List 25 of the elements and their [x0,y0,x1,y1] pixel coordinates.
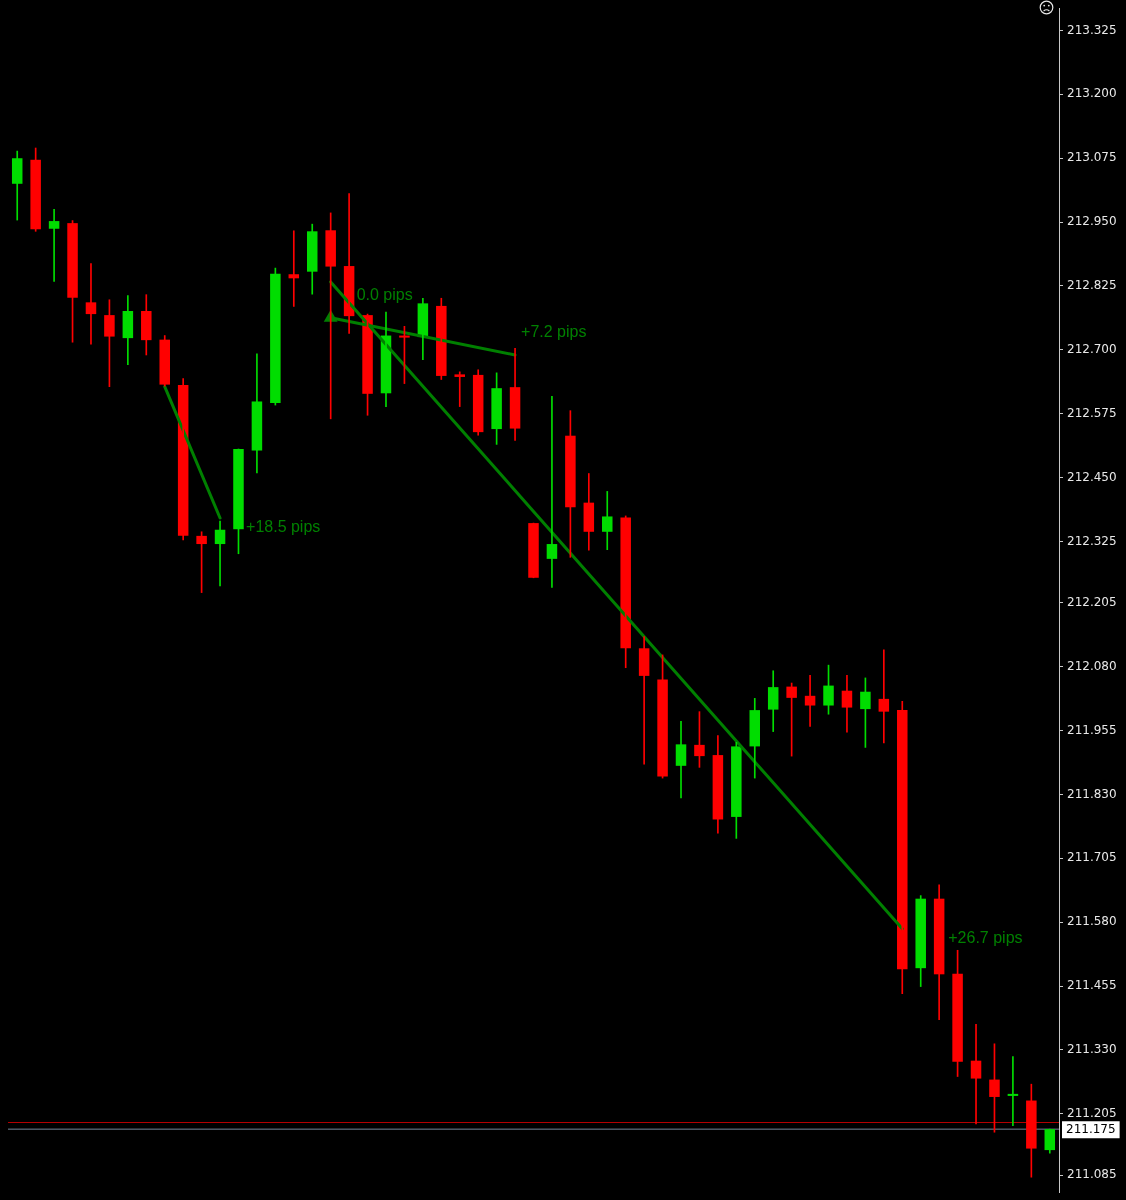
y-tick-label: 211.455 [1067,978,1117,993]
y-tick-label: 212.700 [1067,341,1117,356]
annotation: 0.0 pips [356,286,413,304]
y-tick-label: 211.705 [1067,850,1117,865]
annotation: +26.7 pips [948,929,1023,947]
y-tick-label: 212.450 [1067,469,1117,484]
y-tick-label: 212.825 [1067,278,1117,293]
y-tick-label: 213.075 [1067,150,1117,165]
y-tick-label: 213.325 [1067,22,1117,37]
y-tick-label: 213.200 [1067,86,1117,101]
y-tick-label: 211.830 [1067,786,1117,801]
y-tick-label: 211.205 [1067,1105,1117,1120]
y-tick-label: 211.580 [1067,914,1117,929]
y-tick-label: 211.085 [1067,1167,1117,1182]
annotation: +7.2 pips [521,323,587,341]
annotation: +18.5 pips [246,518,321,536]
y-tick-label: 212.080 [1067,658,1117,673]
y-tick-label: 212.575 [1067,405,1117,420]
y-tick-label: 212.325 [1067,533,1117,548]
candlestick [454,371,465,407]
y-tick-label: 212.950 [1067,214,1117,229]
y-tick-label: 212.205 [1067,594,1117,609]
ref-line-label: 211.175 [1066,1122,1116,1137]
y-tick-label: 211.955 [1067,722,1117,737]
y-tick-label: 211.330 [1067,1042,1117,1057]
